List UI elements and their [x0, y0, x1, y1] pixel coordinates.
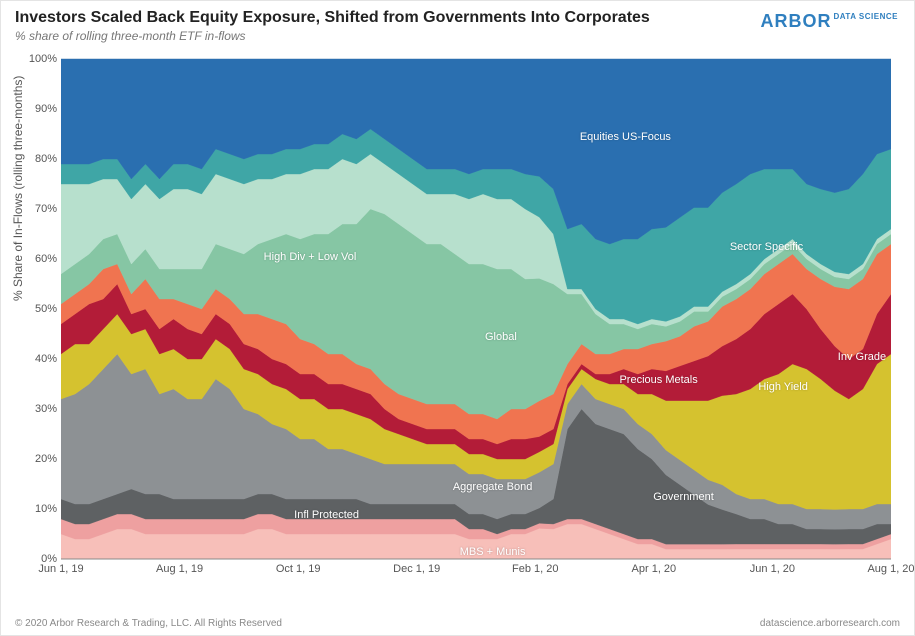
x-tick: Aug 1, 19 [156, 563, 203, 575]
footer-url: datascience.arborresearch.com [760, 618, 900, 629]
x-tick: Feb 1, 20 [512, 563, 558, 575]
x-tick: Apr 1, 20 [632, 563, 677, 575]
stacked-area-svg [61, 57, 891, 579]
y-tick: 90% [21, 103, 57, 115]
chart-frame: Investors Scaled Back Equity Exposure, S… [0, 0, 915, 636]
y-tick: 30% [21, 403, 57, 415]
y-tick: 40% [21, 353, 57, 365]
y-tick: 70% [21, 203, 57, 215]
y-tick: 20% [21, 453, 57, 465]
plot-area [61, 57, 891, 579]
x-tick: Jun 1, 19 [38, 563, 83, 575]
x-tick: Aug 1, 20 [867, 563, 914, 575]
y-tick: 60% [21, 253, 57, 265]
y-tick: 100% [21, 53, 57, 65]
y-tick: 80% [21, 153, 57, 165]
x-tick: Jun 1, 20 [750, 563, 795, 575]
y-tick: 50% [21, 303, 57, 315]
x-tick: Oct 1, 19 [276, 563, 321, 575]
x-tick: Dec 1, 19 [393, 563, 440, 575]
brand-logo: ARBORDATA SCIENCE [760, 11, 898, 32]
y-tick: 10% [21, 503, 57, 515]
footer-copyright: © 2020 Arbor Research & Trading, LLC. Al… [15, 618, 282, 629]
